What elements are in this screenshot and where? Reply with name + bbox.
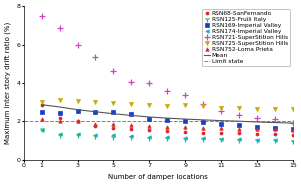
X-axis label: Number of damper locations: Number of damper locations	[108, 174, 208, 180]
Y-axis label: Maximum inter story drift ratio (%): Maximum inter story drift ratio (%)	[4, 22, 11, 144]
Legend: RSN68-SanFernando, RSN125-Fruili Italy, RSN169-Imperial Valley, RSN174-Imperial : RSN68-SanFernando, RSN125-Fruili Italy, …	[202, 9, 290, 66]
